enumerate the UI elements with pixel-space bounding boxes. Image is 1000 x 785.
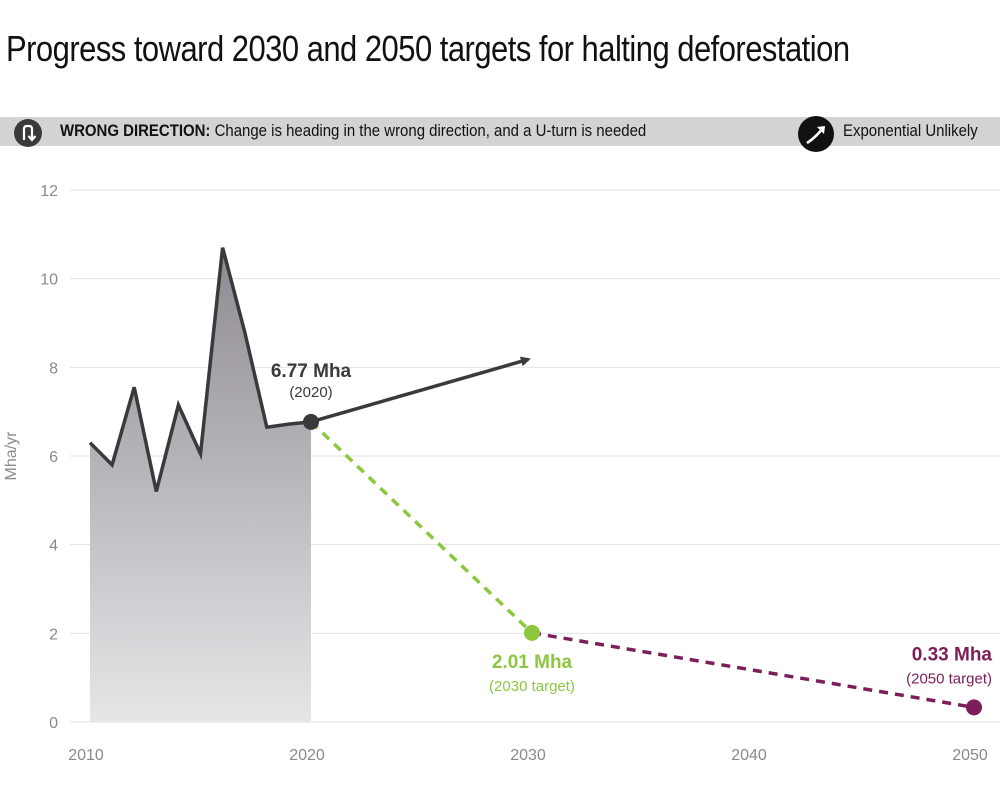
chart-title: Progress toward 2030 and 2050 targets fo… <box>6 28 850 69</box>
trend-projection-arrow <box>310 356 531 424</box>
y-tick-label: 2 <box>49 626 58 643</box>
legend-label: Exponential Unlikely <box>843 121 978 140</box>
y-axis-label: Mha/yr <box>3 431 20 481</box>
y-tick-label: 8 <box>49 360 58 377</box>
target-2030-line <box>309 420 534 635</box>
status-description: Change is heading in the wrong direction… <box>214 121 647 140</box>
y-tick-label: 10 <box>40 272 58 289</box>
point-2020 <box>303 413 319 430</box>
status-label: WRONG DIRECTION: <box>60 121 211 140</box>
annotation-sub: (2020) <box>289 384 332 401</box>
y-tick-label: 12 <box>40 183 58 200</box>
historical-area <box>90 247 311 722</box>
annotation-sub: (2030 target) <box>489 678 575 695</box>
annotation-value: 0.33 Mha <box>912 644 993 665</box>
target-2050-line <box>531 631 975 710</box>
point-2050-target <box>966 699 982 716</box>
annotation-value: 2.01 Mha <box>492 652 573 673</box>
annotation-value: 6.77 Mha <box>271 361 352 382</box>
y-tick-label: 6 <box>49 449 58 466</box>
x-tick-label: 2040 <box>731 747 767 764</box>
exponential-arrow-icon <box>798 116 834 152</box>
y-tick-label: 0 <box>49 715 58 732</box>
x-tick-label: 2030 <box>510 747 546 764</box>
y-tick-label: 4 <box>49 538 58 555</box>
x-tick-label: 2050 <box>952 747 988 764</box>
annotation-sub: (2050 target) <box>906 670 992 687</box>
x-tick-label: 2010 <box>68 747 104 764</box>
historical-line <box>88 247 312 492</box>
status-text: WRONG DIRECTION: Change is heading in th… <box>60 121 646 141</box>
x-tick-label: 2020 <box>289 747 325 764</box>
point-2030-target <box>524 624 540 641</box>
u-turn-icon <box>14 119 42 147</box>
